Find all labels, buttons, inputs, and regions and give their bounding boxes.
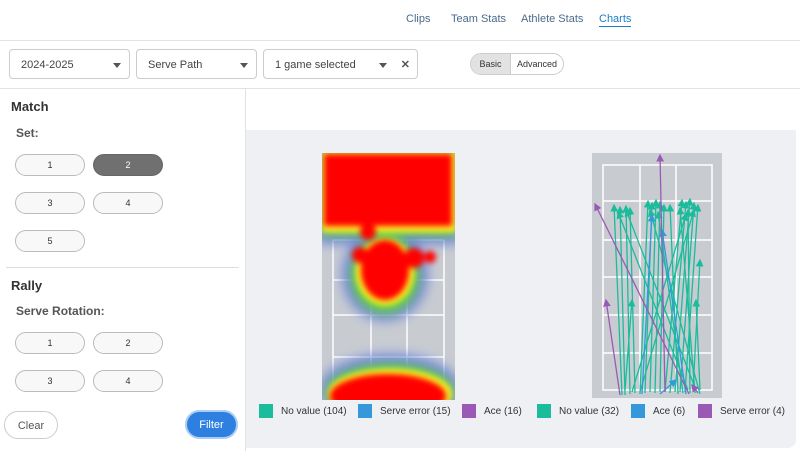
legend-swatch bbox=[358, 404, 372, 418]
pill-button[interactable]: 2 bbox=[93, 332, 163, 354]
nav-divider bbox=[0, 40, 800, 41]
legend-label: Ace (16) bbox=[484, 405, 522, 417]
legend-label: No value (32) bbox=[559, 405, 620, 417]
game-select[interactable]: 1 game selected ✕ bbox=[263, 49, 418, 79]
pill-button[interactable]: 2 bbox=[93, 154, 163, 176]
legend-swatch bbox=[631, 404, 645, 418]
pill-button[interactable]: 4 bbox=[93, 370, 163, 392]
pill-button[interactable]: 3 bbox=[15, 370, 85, 392]
legend-label: Serve error (4) bbox=[720, 405, 786, 417]
pill-button[interactable]: 1 bbox=[15, 154, 85, 176]
select-value: 1 game selected bbox=[275, 59, 356, 71]
legend-swatch bbox=[462, 404, 476, 418]
heatmap bbox=[322, 153, 455, 401]
legend-item[interactable]: Serve error (4) bbox=[698, 404, 785, 418]
pill-button[interactable]: 5 bbox=[15, 230, 85, 252]
legend-item[interactable]: Serve error (15) bbox=[358, 404, 451, 418]
mode-toggle: Basic Advanced bbox=[470, 53, 564, 75]
pill-button[interactable]: 3 bbox=[15, 192, 85, 214]
nav-tab[interactable]: Charts bbox=[599, 13, 632, 27]
mode-button[interactable]: Basic bbox=[471, 54, 510, 74]
section-title: Rally bbox=[11, 278, 43, 293]
mode-button[interactable]: Advanced bbox=[510, 54, 563, 74]
legend-label: Serve error (15) bbox=[380, 405, 451, 417]
legend-label: Ace (6) bbox=[653, 405, 686, 417]
select-value: 2024-2025 bbox=[21, 59, 74, 71]
nav-tab[interactable]: Team Stats bbox=[451, 13, 507, 25]
filter-divider bbox=[0, 88, 800, 89]
legend-swatch bbox=[698, 404, 712, 418]
season-select[interactable]: 2024-2025 bbox=[9, 49, 130, 79]
field-label: Serve Rotation: bbox=[16, 304, 105, 318]
legend-item[interactable]: No value (32) bbox=[537, 404, 619, 418]
sidebar-divider bbox=[245, 88, 246, 451]
legend-label: No value (104) bbox=[281, 405, 347, 417]
filter-button[interactable]: Filter bbox=[185, 410, 238, 439]
field-label: Set: bbox=[16, 126, 39, 140]
section-divider bbox=[6, 267, 239, 268]
legend-swatch bbox=[537, 404, 551, 418]
serve-paths bbox=[592, 153, 722, 398]
section-title: Match bbox=[11, 99, 49, 114]
clear-button[interactable]: Clear bbox=[4, 411, 58, 439]
select-value: Serve Path bbox=[148, 59, 203, 71]
nav-tab[interactable]: Clips bbox=[406, 13, 431, 25]
pill-button[interactable]: 4 bbox=[93, 192, 163, 214]
legend-item[interactable]: No value (104) bbox=[259, 404, 347, 418]
legend-item[interactable]: Ace (6) bbox=[631, 404, 685, 418]
legend-swatch bbox=[259, 404, 273, 418]
nav-tab[interactable]: Athlete Stats bbox=[521, 13, 584, 25]
legend-item[interactable]: Ace (16) bbox=[462, 404, 522, 418]
chart-select[interactable]: Serve Path bbox=[136, 49, 257, 79]
pill-button[interactable]: 1 bbox=[15, 332, 85, 354]
